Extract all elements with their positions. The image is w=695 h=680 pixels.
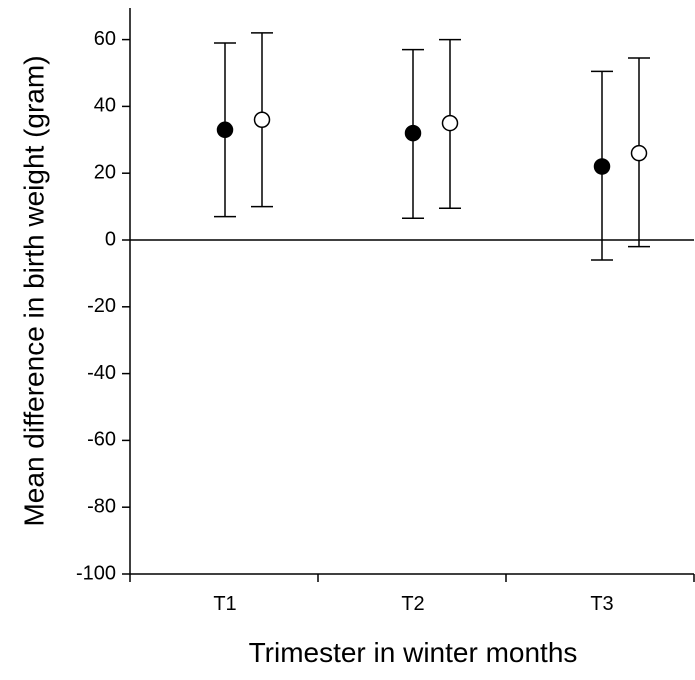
- open-point: [441, 114, 459, 132]
- y-tick-label: -40: [87, 362, 116, 384]
- y-tick-label: -60: [87, 429, 116, 451]
- error-bars: [214, 32, 650, 261]
- y-ticks: -100 -80 -60 -40 -20 0 20 40 60: [76, 28, 130, 584]
- data-points: [216, 111, 648, 175]
- x-tick-label: T2: [401, 593, 424, 615]
- x-ticks: T1 T2 T3: [129, 574, 695, 615]
- x-tick-label: T1: [213, 593, 236, 615]
- y-tick-label: -80: [87, 495, 116, 517]
- y-tick-label: -100: [76, 562, 116, 584]
- y-tick-label: 0: [105, 228, 116, 250]
- x-tick-label: T3: [590, 593, 613, 615]
- y-tick-label: 60: [94, 28, 116, 50]
- filled-point: [404, 124, 422, 142]
- open-point: [630, 144, 648, 162]
- y-axis-title: Mean difference in birth weight (gram): [18, 55, 49, 526]
- y-tick-label: 20: [94, 161, 116, 183]
- y-tick-label: 40: [94, 95, 116, 117]
- x-axis-title: Trimester in winter months: [249, 637, 578, 668]
- filled-point: [593, 158, 611, 175]
- filled-point: [216, 121, 234, 139]
- y-tick-label: -20: [87, 295, 116, 317]
- open-point: [253, 111, 271, 129]
